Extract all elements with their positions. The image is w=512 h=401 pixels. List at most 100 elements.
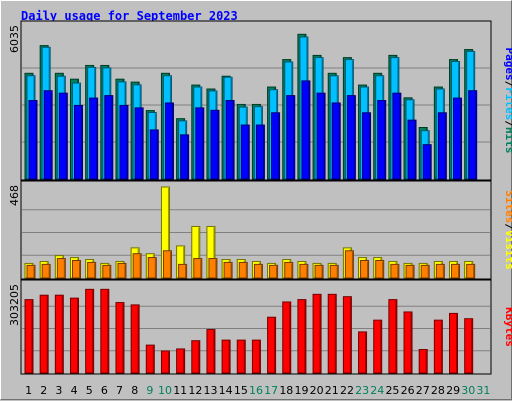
bar-sites-day-7 — [117, 262, 127, 279]
x-tick-label-day-14: 14 — [219, 384, 233, 397]
bar-sites-day-21 — [329, 264, 339, 279]
bar-sites-day-6 — [102, 264, 112, 279]
x-tick-label-day-26: 26 — [401, 384, 415, 397]
bar-sites-day-20 — [314, 264, 324, 279]
bar-kbytes-day-20 — [312, 293, 322, 374]
bar-pages-day-6 — [104, 95, 114, 180]
bar-pages-day-7 — [119, 104, 129, 180]
bar-sites-day-13 — [208, 258, 218, 279]
bar-sites-day-30 — [466, 263, 476, 279]
bar-kbytes-day-23 — [358, 331, 368, 374]
bar-sites-day-22 — [344, 250, 354, 279]
bar-pages-day-3 — [58, 92, 68, 180]
bar-kbytes-day-3 — [54, 294, 64, 374]
bar-kbytes-day-17 — [267, 316, 277, 374]
bar-pages-day-5 — [89, 97, 99, 180]
x-tick-label-day-7: 7 — [116, 384, 123, 397]
bar-pages-day-22 — [346, 95, 356, 180]
bar-kbytes-day-13 — [206, 329, 216, 374]
bar-pages-day-17 — [271, 112, 281, 180]
panel-sites_visits: 468 Sites/Visits — [8, 180, 512, 280]
x-tick-label-day-12: 12 — [188, 384, 202, 397]
bar-kbytes-day-21 — [327, 293, 337, 374]
bar-pages-day-30 — [468, 90, 478, 180]
legend-separator: / — [503, 81, 512, 88]
bar-pages-day-20 — [316, 92, 326, 180]
panel-hits_files_pages: 6035 Pages/Files/Hits — [8, 20, 512, 181]
bar-sites-day-15 — [238, 261, 248, 279]
bar-pages-day-26 — [407, 119, 417, 180]
legend-entry-visits: Visits — [503, 230, 512, 270]
x-tick-label-day-28: 28 — [431, 384, 445, 397]
x-tick-label-day-11: 11 — [173, 384, 187, 397]
bar-pages-day-23 — [362, 112, 372, 180]
bar-kbytes-day-10 — [160, 350, 170, 374]
bar-pages-day-8 — [134, 107, 144, 180]
legend-separator: / — [503, 223, 512, 230]
bar-kbytes-day-6 — [100, 288, 110, 374]
x-tick-label-day-22: 22 — [340, 384, 354, 397]
bar-pages-day-9 — [149, 129, 159, 180]
bar-kbytes-day-9 — [145, 344, 155, 374]
axis-legend-kbytes: KBytes — [503, 307, 512, 347]
bar-sites-day-25 — [390, 263, 400, 279]
bar-sites-day-5 — [87, 261, 97, 279]
bar-kbytes-day-26 — [403, 311, 413, 374]
x-tick-label-day-25: 25 — [385, 384, 399, 397]
x-tick-label-day-17: 17 — [264, 384, 278, 397]
x-tick-label-day-16: 16 — [249, 384, 263, 397]
x-tick-label-day-24: 24 — [370, 384, 384, 397]
bar-pages-day-27 — [422, 144, 432, 180]
x-tick-label-day-5: 5 — [86, 384, 93, 397]
bar-kbytes-day-8 — [130, 304, 140, 374]
bar-kbytes-day-4 — [69, 297, 79, 374]
bar-pages-day-13 — [210, 109, 220, 180]
x-tick-label-day-27: 27 — [416, 384, 430, 397]
bar-sites-day-28 — [435, 263, 445, 279]
x-tick-label-day-20: 20 — [310, 384, 324, 397]
bar-pages-day-11 — [180, 134, 190, 180]
legend-separator: / — [503, 120, 512, 127]
bar-pages-day-16 — [255, 124, 265, 180]
x-tick-label-day-2: 2 — [40, 384, 47, 397]
x-tick-label-day-4: 4 — [71, 384, 78, 397]
axis-legend-hits_files_pages: Pages/Files/Hits — [503, 48, 512, 154]
bar-pages-day-2 — [43, 90, 53, 180]
bar-kbytes-day-29 — [449, 312, 459, 374]
legend-entry-kbytes: KBytes — [503, 307, 512, 347]
bar-sites-day-12 — [193, 258, 203, 279]
bar-sites-day-8 — [132, 253, 142, 279]
x-tick-label-day-23: 23 — [355, 384, 369, 397]
bar-sites-day-1 — [26, 264, 36, 279]
bar-pages-day-21 — [331, 102, 341, 180]
bar-sites-day-29 — [451, 263, 461, 279]
bar-sites-day-16 — [253, 263, 263, 279]
bar-pages-day-12 — [195, 107, 205, 180]
y-max-tick-label: 468 — [8, 185, 21, 206]
x-tick-label-day-19: 19 — [294, 384, 308, 397]
bar-pages-day-14 — [225, 100, 235, 180]
x-tick-label-day-31: 31 — [476, 384, 490, 397]
bar-pages-day-29 — [453, 97, 463, 180]
bar-pages-day-1 — [28, 100, 38, 180]
x-axis-day-labels: 1 2 3 4 5 6 7 8 9 10 11 12 13 14 15 16 17 18 19 20 21 22 23 24 2… — [25, 384, 490, 397]
bar-sites-day-24 — [375, 260, 385, 279]
x-tick-label-day-8: 8 — [131, 384, 138, 397]
bar-kbytes-day-1 — [24, 299, 34, 374]
y-max-tick-label: 303205 — [8, 284, 21, 326]
axis-legend-sites_visits: Sites/Visits — [503, 190, 512, 270]
legend-entry-pages: Pages — [503, 48, 512, 81]
bar-sites-day-3 — [56, 258, 66, 279]
bar-kbytes-day-30 — [464, 318, 474, 374]
bar-kbytes-day-16 — [251, 339, 261, 374]
bar-pages-day-18 — [286, 95, 296, 180]
bar-kbytes-day-7 — [115, 302, 125, 374]
bar-kbytes-day-19 — [297, 299, 307, 374]
legend-entry-sites: Sites — [503, 190, 512, 223]
bar-sites-day-4 — [71, 260, 81, 279]
x-tick-label-day-10: 10 — [158, 384, 172, 397]
bar-pages-day-4 — [73, 104, 83, 180]
bar-kbytes-day-14 — [221, 339, 231, 374]
y-max-tick-label: 6035 — [8, 25, 21, 53]
